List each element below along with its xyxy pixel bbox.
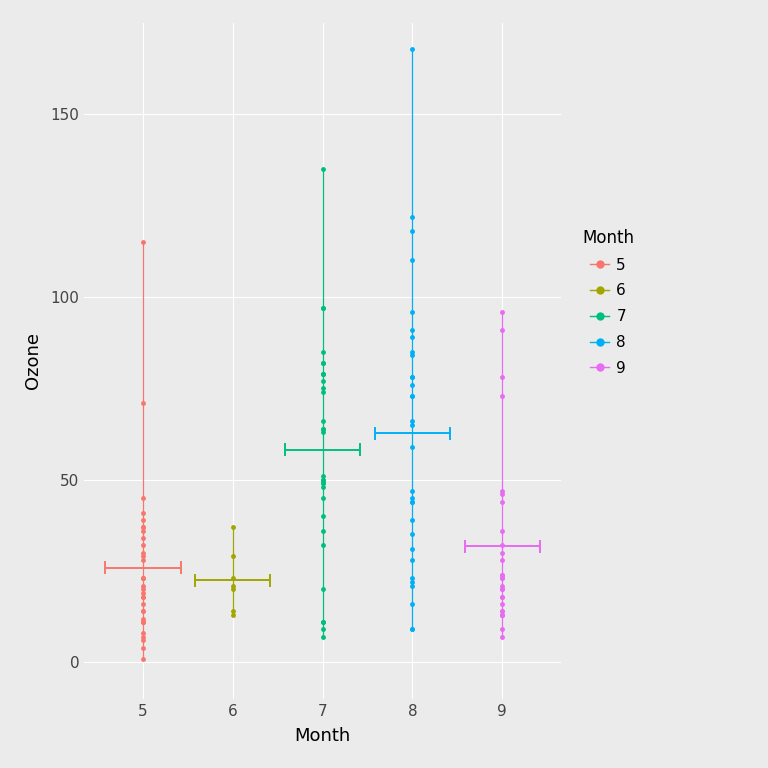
X-axis label: Month: Month xyxy=(294,727,351,745)
Legend: 5, 6, 7, 8, 9: 5, 6, 7, 8, 9 xyxy=(573,220,644,385)
Y-axis label: Ozone: Ozone xyxy=(25,333,42,389)
